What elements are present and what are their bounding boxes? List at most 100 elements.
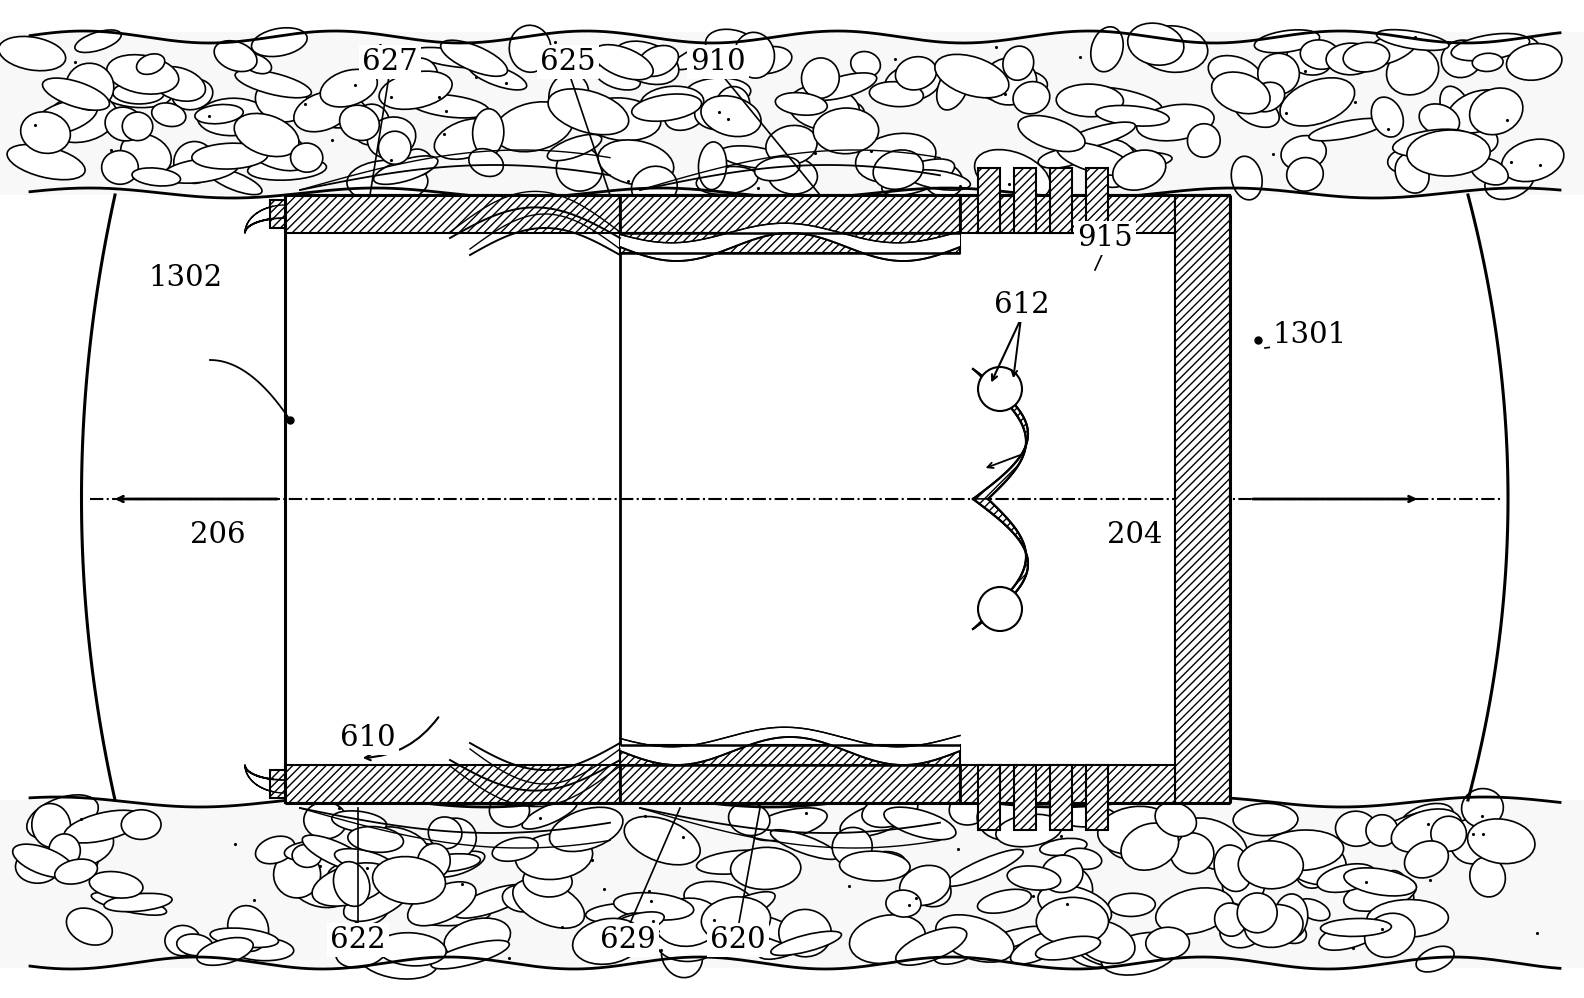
Ellipse shape <box>89 871 143 898</box>
Ellipse shape <box>211 928 279 947</box>
Bar <box>1014 765 1036 830</box>
Ellipse shape <box>1098 806 1174 854</box>
Text: 622: 622 <box>329 926 386 954</box>
Bar <box>977 168 1000 233</box>
Ellipse shape <box>347 161 428 204</box>
Bar <box>269 200 285 228</box>
Ellipse shape <box>1281 136 1326 171</box>
Text: 627: 627 <box>363 48 418 76</box>
Ellipse shape <box>1255 30 1319 53</box>
Ellipse shape <box>730 847 802 889</box>
Ellipse shape <box>1041 855 1083 892</box>
Text: 625: 625 <box>540 48 596 76</box>
Ellipse shape <box>974 150 1050 202</box>
Ellipse shape <box>379 131 410 165</box>
Ellipse shape <box>1234 95 1280 128</box>
Bar <box>619 745 960 765</box>
Ellipse shape <box>379 71 451 110</box>
Ellipse shape <box>49 825 114 867</box>
Ellipse shape <box>1036 936 1101 960</box>
Ellipse shape <box>870 82 923 107</box>
Bar <box>285 195 619 233</box>
Ellipse shape <box>1101 153 1172 170</box>
Ellipse shape <box>1188 124 1220 158</box>
Ellipse shape <box>336 932 388 968</box>
Ellipse shape <box>744 47 792 74</box>
Ellipse shape <box>1467 128 1498 154</box>
Ellipse shape <box>885 890 920 917</box>
Ellipse shape <box>840 851 911 881</box>
Ellipse shape <box>1245 904 1304 947</box>
Ellipse shape <box>242 54 271 74</box>
Ellipse shape <box>152 67 206 101</box>
Ellipse shape <box>697 850 776 874</box>
Ellipse shape <box>873 150 923 190</box>
Ellipse shape <box>418 843 450 879</box>
Ellipse shape <box>702 96 760 137</box>
Polygon shape <box>973 499 1028 629</box>
Ellipse shape <box>291 844 322 867</box>
Ellipse shape <box>735 32 775 78</box>
Ellipse shape <box>1213 845 1251 891</box>
Ellipse shape <box>444 918 510 959</box>
Polygon shape <box>619 728 960 765</box>
Text: 206: 206 <box>190 521 246 549</box>
Ellipse shape <box>1467 819 1535 863</box>
Ellipse shape <box>1294 847 1332 888</box>
Ellipse shape <box>348 826 404 852</box>
Ellipse shape <box>1101 932 1180 975</box>
Ellipse shape <box>255 836 295 863</box>
Ellipse shape <box>374 156 437 185</box>
Ellipse shape <box>131 168 181 186</box>
Ellipse shape <box>789 85 860 131</box>
Ellipse shape <box>469 149 504 177</box>
Ellipse shape <box>1326 43 1375 75</box>
Ellipse shape <box>1343 42 1389 72</box>
Ellipse shape <box>234 114 299 157</box>
Ellipse shape <box>556 147 602 191</box>
Ellipse shape <box>936 65 969 110</box>
Ellipse shape <box>421 853 480 871</box>
Ellipse shape <box>923 163 963 197</box>
Ellipse shape <box>1386 48 1438 95</box>
Bar <box>619 233 960 253</box>
Ellipse shape <box>632 167 678 208</box>
Ellipse shape <box>608 912 664 936</box>
Ellipse shape <box>1232 803 1297 835</box>
Ellipse shape <box>684 881 754 920</box>
Ellipse shape <box>192 143 268 169</box>
Ellipse shape <box>933 929 987 964</box>
Ellipse shape <box>1212 72 1270 114</box>
Bar <box>1050 765 1072 830</box>
Ellipse shape <box>304 802 347 839</box>
Ellipse shape <box>358 941 437 979</box>
Ellipse shape <box>431 851 485 877</box>
Ellipse shape <box>662 932 703 978</box>
Ellipse shape <box>1365 814 1397 846</box>
Bar <box>285 233 619 765</box>
Ellipse shape <box>68 831 98 875</box>
Ellipse shape <box>657 924 719 961</box>
Ellipse shape <box>1451 34 1530 61</box>
Ellipse shape <box>1396 154 1429 193</box>
Ellipse shape <box>719 146 787 169</box>
Ellipse shape <box>494 102 573 152</box>
Ellipse shape <box>32 803 71 847</box>
Ellipse shape <box>513 879 584 928</box>
Ellipse shape <box>214 41 257 72</box>
Ellipse shape <box>673 47 713 70</box>
Ellipse shape <box>1440 86 1472 132</box>
Ellipse shape <box>377 933 447 966</box>
Text: 1301: 1301 <box>1274 321 1346 349</box>
Ellipse shape <box>1407 130 1491 176</box>
Ellipse shape <box>1215 903 1247 936</box>
Ellipse shape <box>1156 888 1234 934</box>
Ellipse shape <box>344 878 410 921</box>
Ellipse shape <box>13 844 74 878</box>
Ellipse shape <box>1370 811 1438 842</box>
Text: 620: 620 <box>710 926 765 954</box>
Ellipse shape <box>67 63 114 110</box>
Ellipse shape <box>1104 146 1142 183</box>
Ellipse shape <box>855 134 936 183</box>
Ellipse shape <box>1209 56 1261 91</box>
